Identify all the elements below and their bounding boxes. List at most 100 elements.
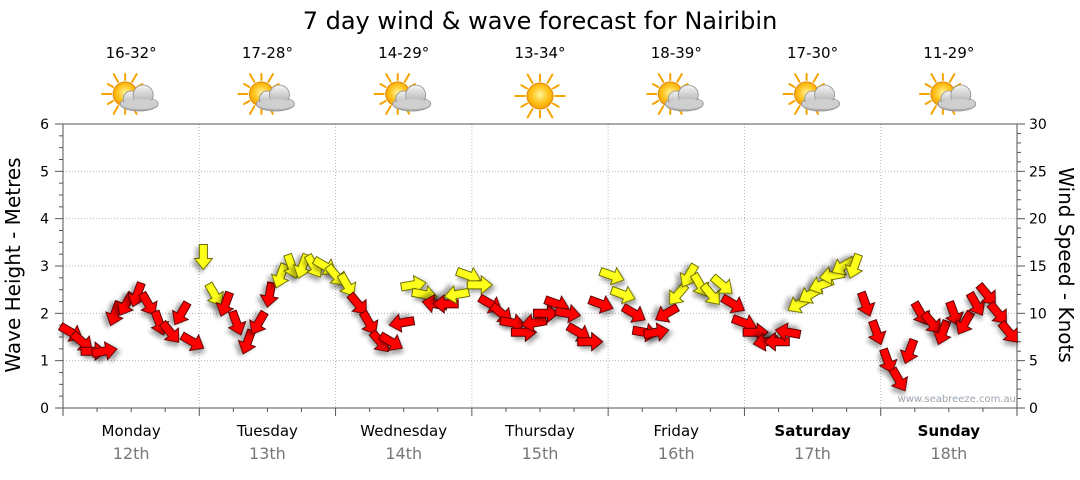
sun-ray — [551, 84, 560, 90]
partly-cloudy-icon — [782, 73, 840, 115]
wind-arrow — [158, 319, 180, 343]
left-axis-tick-label: 6 — [40, 117, 49, 133]
wind-arrow — [774, 322, 802, 342]
day-temperatures: 16-32° 17-28° 14-29° 13-34° 18-39° 17-30° 11-2… — [106, 44, 975, 62]
right-axis-tick-label: 5 — [1029, 354, 1038, 370]
wind-arrow — [215, 290, 235, 317]
left-axis-tick-label: 3 — [40, 259, 49, 275]
day-name-label: Sunday — [918, 422, 981, 440]
sun-ray — [526, 107, 534, 119]
sun-ray — [651, 100, 660, 105]
sun-ray — [106, 83, 115, 88]
wind-arrow — [533, 303, 560, 324]
wind-arrow — [997, 319, 1018, 343]
sun-ray — [385, 105, 392, 115]
sun-ray — [657, 105, 665, 115]
sun-ray — [243, 100, 251, 105]
day-temperature-range: 18-39° — [651, 44, 702, 62]
left-axis-tick-label: 0 — [40, 401, 49, 417]
wind-arrow — [270, 262, 290, 289]
partly-cloudy-icon — [918, 73, 977, 115]
sun-ray — [131, 73, 138, 83]
sun-ray — [385, 73, 392, 83]
wind-arrow — [856, 290, 876, 317]
sun-ray — [788, 83, 796, 88]
wind-arrow — [598, 266, 625, 286]
wind-arrow — [620, 303, 646, 323]
day-name-label: Monday — [102, 422, 161, 440]
day-date-label: 17th — [794, 444, 831, 463]
wind-arrow — [577, 331, 604, 352]
wind-arrow — [91, 341, 118, 361]
wind-arrow — [899, 337, 919, 365]
right-axis-tick-label: 20 — [1029, 212, 1047, 228]
wind-arrow — [609, 285, 636, 305]
partly-cloudy-icon — [101, 73, 159, 115]
wind-arrow — [867, 319, 887, 346]
sun-ray — [379, 83, 387, 88]
sun-ray — [657, 73, 665, 83]
cloud-shape — [801, 84, 840, 112]
cloud-shape — [256, 84, 295, 112]
sun-ray — [948, 73, 956, 83]
right-axis-label: Wind Speed - Knots — [1054, 167, 1078, 363]
sun-ray — [788, 100, 796, 105]
wind-arrow — [955, 309, 976, 335]
day-name-label: Thursday — [504, 422, 575, 440]
sun-ray — [812, 73, 820, 83]
sun-ray — [651, 83, 660, 88]
wind-arrow — [965, 290, 986, 316]
day-date-label: 18th — [930, 444, 967, 463]
day-name-label: Tuesday — [236, 422, 298, 440]
sun-ray — [267, 73, 274, 83]
left-axis-label: Wave Height - Metres — [1, 157, 25, 372]
wind-arrow — [138, 290, 158, 316]
partly-cloudy-icon — [237, 73, 295, 115]
sun-ray — [520, 102, 529, 108]
sun-ray — [551, 102, 560, 108]
day-date-label: 15th — [522, 444, 559, 463]
wind-arrow — [171, 300, 192, 326]
weather-icons — [101, 73, 977, 119]
day-temperature-range: 16-32° — [106, 44, 157, 62]
day-temperature-range: 14-29° — [378, 44, 429, 62]
cloud-shape — [392, 84, 432, 112]
wind-arrow — [720, 293, 746, 314]
day-date-label: 12th — [113, 444, 150, 463]
wind-arrow — [888, 366, 909, 392]
sun-ray — [106, 100, 115, 105]
day-name-label: Saturday — [774, 422, 851, 440]
sun-ray — [112, 105, 120, 115]
right-axis-tick-label: 25 — [1029, 164, 1047, 180]
day-date-label: 14th — [385, 444, 422, 463]
wind-arrow — [763, 331, 790, 352]
day-temperature-range: 17-28° — [242, 44, 293, 62]
sun-ray — [546, 107, 554, 119]
sun-ray — [112, 73, 120, 83]
right-axis-tick-label: 10 — [1029, 306, 1047, 322]
wind-arrow — [654, 303, 680, 323]
partly-cloudy-icon — [646, 73, 704, 115]
wind-arrow — [975, 281, 996, 305]
sun-ray — [403, 73, 411, 83]
wind-arrow — [193, 244, 214, 271]
wind-arrow — [709, 273, 733, 294]
wind-arrow — [388, 313, 416, 333]
wind-arrow — [466, 274, 494, 295]
wind-arrow — [986, 300, 1007, 324]
right-axis-tick-label: 0 — [1029, 401, 1038, 417]
sun-ray — [248, 105, 256, 115]
sunny-icon — [514, 73, 566, 119]
partly-cloudy-icon — [373, 73, 432, 115]
wind-arrows — [57, 244, 1018, 392]
wind-arrow — [346, 291, 367, 315]
left-axis-tick-label: 5 — [40, 164, 49, 180]
wind-arrow — [249, 309, 269, 335]
sun-ray — [248, 73, 256, 83]
cloud-shape — [937, 84, 977, 112]
wind-arrow — [878, 347, 898, 374]
sun-ray — [794, 105, 801, 115]
cloud-shape — [664, 84, 704, 112]
